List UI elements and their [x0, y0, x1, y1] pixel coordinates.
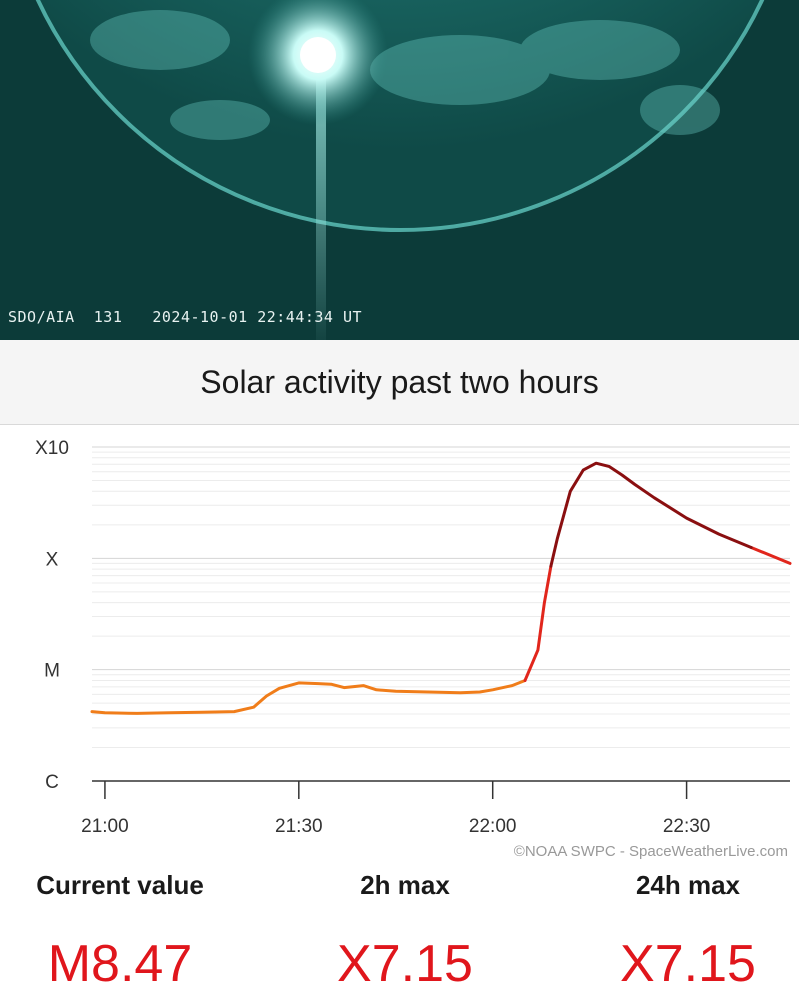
x-tick-label: 21:00: [81, 816, 129, 837]
image-caption: SDO/AIA 131 2024-10-01 22:44:34 UT: [8, 308, 392, 326]
y-tick-label: M: [44, 661, 60, 682]
chart-header: Solar activity past two hours: [0, 340, 799, 425]
flux-line-darkred: [549, 461, 753, 568]
max-2h-stat: 2h max X7.15: [305, 872, 505, 990]
max-24h-value: X7.15: [620, 935, 756, 993]
current-value-label: Current value: [36, 870, 204, 900]
instrument-label: SDO/AIA 131: [8, 308, 123, 326]
y-tick-label: X10: [35, 438, 69, 459]
x-axis: 21:00 21:30 22:00 22:30: [81, 780, 790, 837]
chart-grid: [92, 446, 790, 782]
flux-line-orange: [90, 679, 527, 715]
current-value: M8.47: [47, 935, 193, 993]
x-tick-label: 21:30: [275, 816, 323, 837]
sun-illustration: [0, 0, 799, 340]
y-axis-labels: C M X X10: [35, 438, 69, 793]
flux-line-red: [523, 546, 792, 682]
x-tick-label: 22:00: [469, 816, 517, 837]
y-tick-label: X: [46, 549, 59, 570]
x-tick-label: 22:30: [663, 816, 711, 837]
chart-credit: ©NOAA SWPC - SpaceWeatherLive.com: [514, 843, 788, 860]
max-24h-label: 24h max: [635, 870, 741, 900]
solar-image: SDO/AIA 131 2024-10-01 22:44:34 UT: [0, 0, 799, 340]
max-2h-value: X7.15: [337, 935, 473, 993]
max-2h-label: 2h max: [360, 870, 450, 900]
chart-title: Solar activity past two hours: [200, 363, 599, 400]
y-tick-label: C: [45, 772, 59, 793]
stats-panel: Current value M8.47 2h max X7.15 24h max…: [0, 872, 799, 1000]
timestamp-label: 2024-10-01 22:44:34 UT: [152, 308, 363, 326]
xray-flux-chart: C M X X10 21:00 21:30 22:00 22:30 ©NOAA SWPC -…: [35, 438, 792, 860]
max-24h-stat: 24h max X7.15: [588, 872, 788, 990]
current-value-stat: Current value M8.47: [20, 872, 220, 990]
